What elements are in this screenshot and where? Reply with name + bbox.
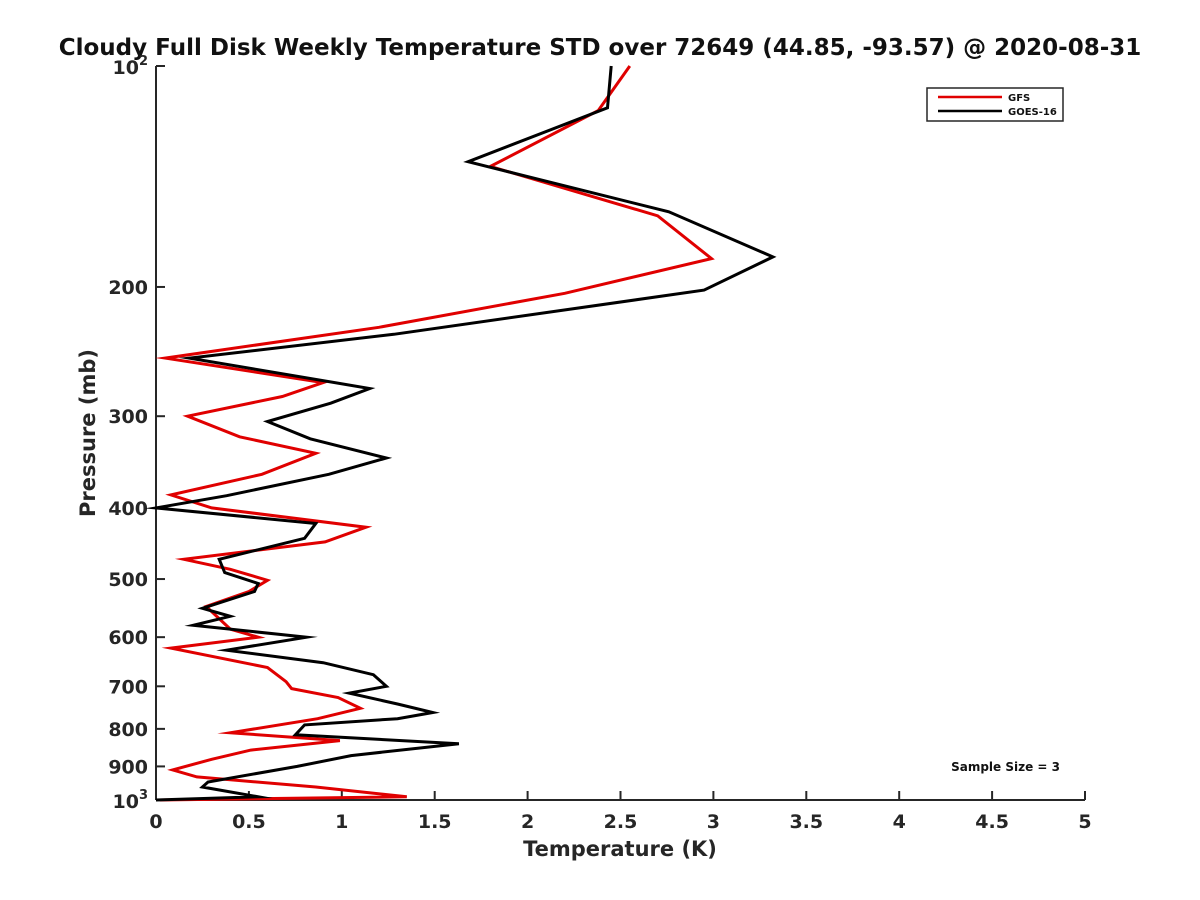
y-tick-base: 10 — [113, 791, 139, 813]
legend-label: GOES-16 — [1008, 107, 1057, 118]
y-tick-label: 800 — [108, 719, 148, 741]
x-tick-label: 2.5 — [604, 811, 638, 833]
y-tick-label: 600 — [108, 627, 148, 649]
x-tick-label: 1.5 — [418, 811, 452, 833]
y-tick-label: 200 — [108, 277, 148, 299]
y-tick-exponent: 3 — [139, 788, 148, 803]
sample-size-annotation: Sample Size = 3 — [951, 760, 1060, 774]
y-tick-label-power: 102 — [113, 54, 149, 79]
legend-items: GFS GOES-16 — [938, 93, 1057, 118]
x-tick-label: 3 — [707, 811, 720, 833]
y-tick-label: 700 — [108, 676, 148, 698]
x-ticks: 0 0.5 1 1.5 2 2.5 3 3.5 4 4.5 5 — [149, 791, 1092, 833]
x-tick-label: 3.5 — [789, 811, 823, 833]
x-tick-label: 4.5 — [975, 811, 1009, 833]
x-tick-label: 1 — [335, 811, 348, 833]
x-tick-label: 4 — [893, 811, 906, 833]
y-tick-label: 300 — [108, 406, 148, 428]
y-tick-label-power: 103 — [113, 788, 149, 813]
x-axis-label: Temperature (K) — [523, 837, 717, 861]
y-tick-label: 400 — [108, 498, 148, 520]
series-layer — [144, 65, 777, 802]
x-tick-label: 2 — [521, 811, 534, 833]
legend-label: GFS — [1008, 93, 1030, 104]
y-tick-label: 500 — [108, 569, 148, 591]
plot-area: 0 0.5 1 1.5 2 2.5 3 3.5 4 4.5 5 200 300 400 500 600 700… — [108, 54, 1091, 833]
x-tick-label: 0 — [149, 811, 162, 833]
y-tick-label: 900 — [108, 756, 148, 778]
chart-title: Cloudy Full Disk Weekly Temperature STD … — [59, 35, 1142, 61]
y-axis-label: Pressure (mb) — [76, 349, 100, 517]
x-tick-label: 0.5 — [232, 811, 266, 833]
series-line-goes-16 — [144, 65, 777, 802]
legend: GFS GOES-16 — [926, 87, 1064, 122]
y-tick-base: 10 — [113, 57, 139, 79]
legend-box — [926, 87, 1064, 122]
y-tick-exponent: 2 — [139, 54, 148, 69]
series-line-gfs — [155, 65, 715, 802]
x-tick-label: 5 — [1078, 811, 1091, 833]
